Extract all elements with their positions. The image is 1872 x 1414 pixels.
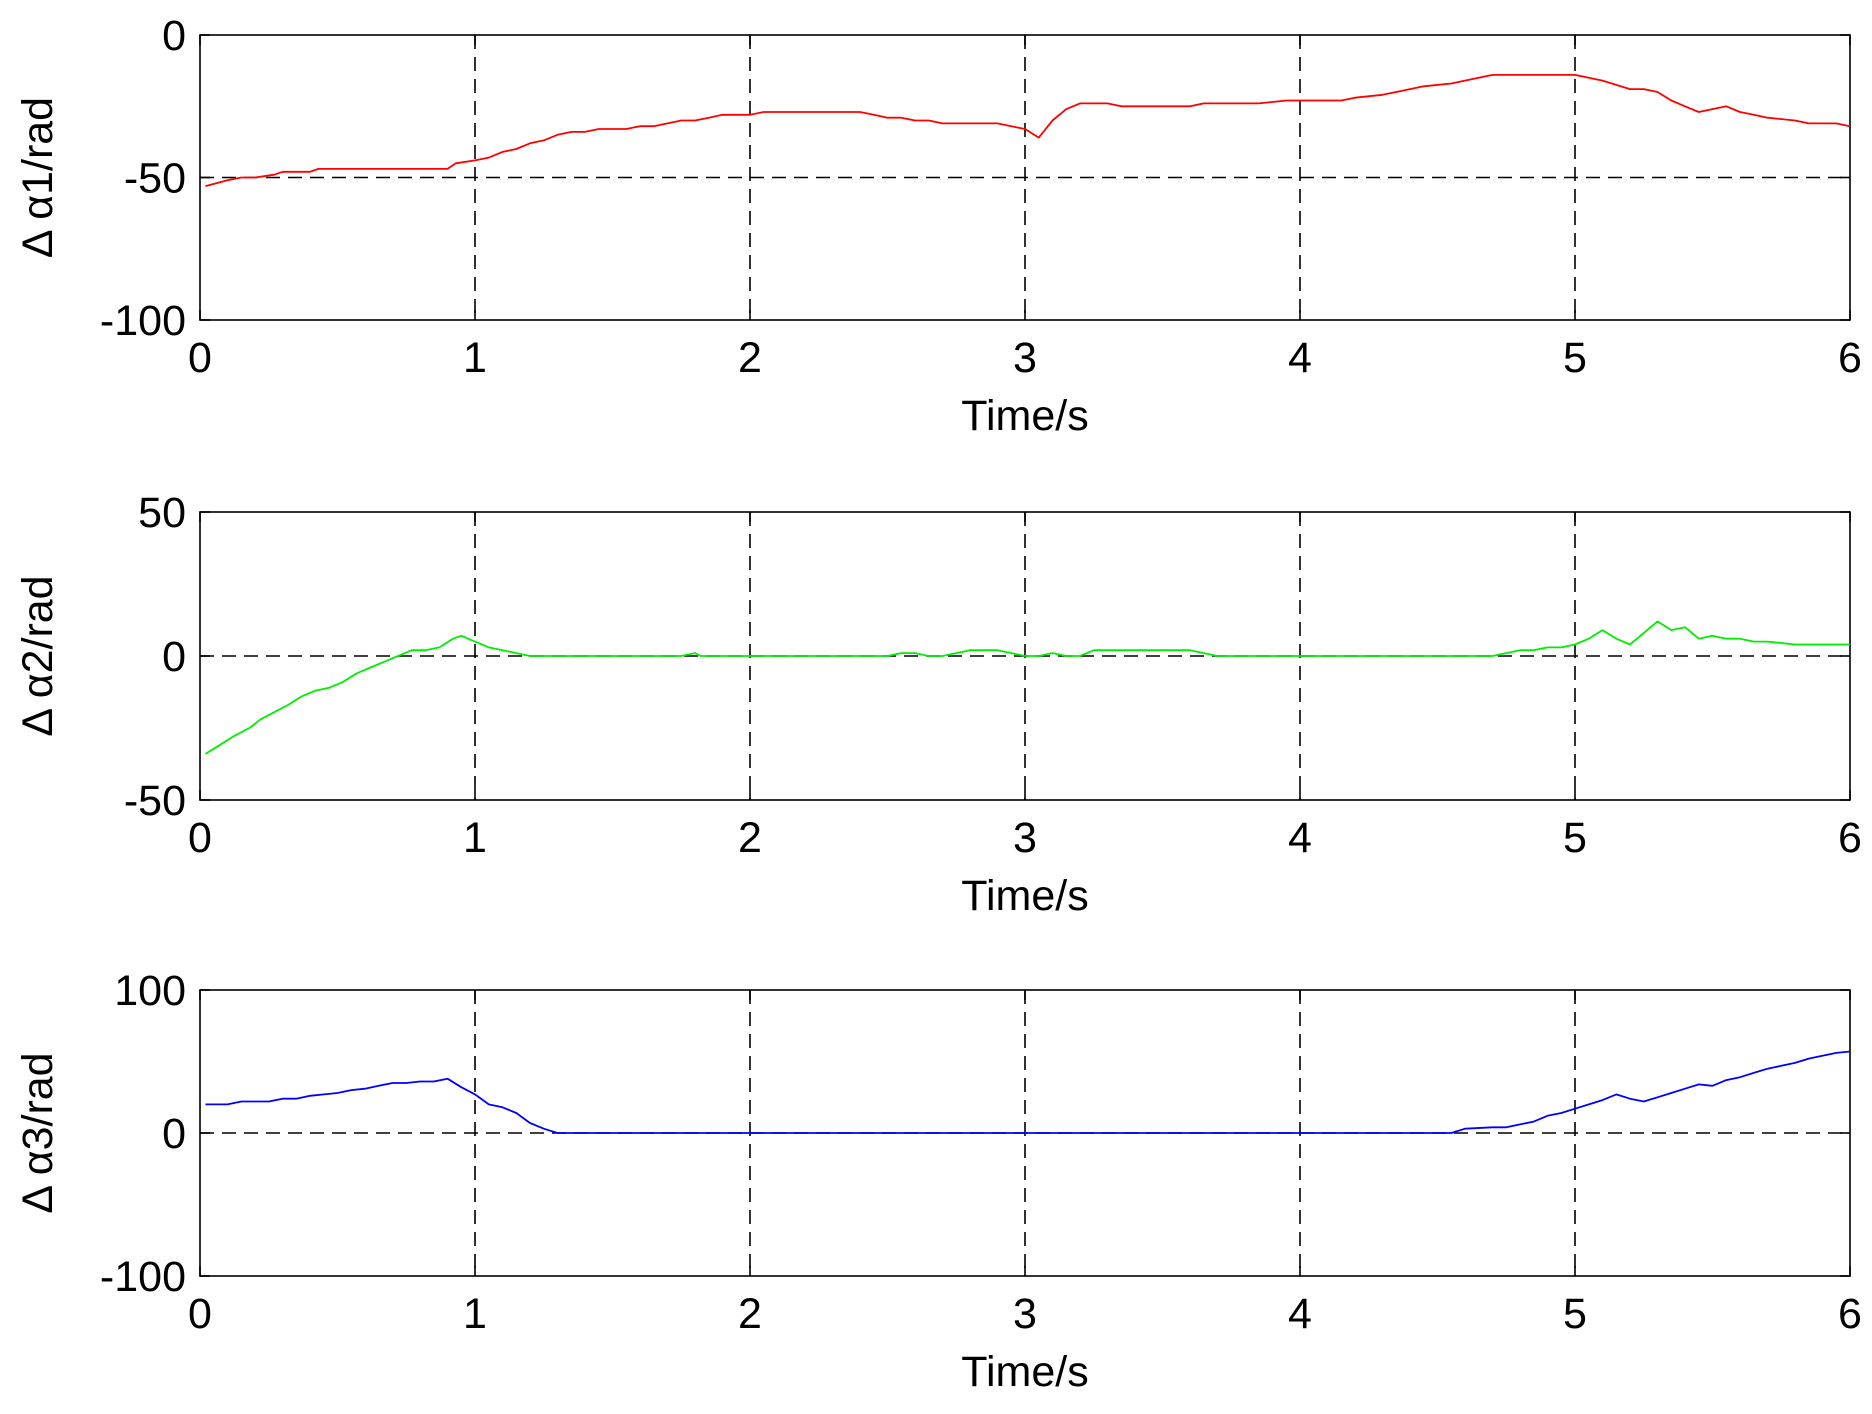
x-tick-label: 1 [463, 1290, 487, 1338]
y-axis-label: Δ α2/rad [14, 575, 62, 736]
y-tick-label: 0 [162, 633, 186, 681]
x-tick-label: 5 [1563, 334, 1587, 382]
series-line-3 [205, 1050, 1851, 1134]
y-tick-label: 0 [162, 1110, 186, 1158]
series-line-2 [205, 620, 1850, 755]
x-tick-label: 3 [1013, 814, 1037, 862]
x-tick-label: 6 [1838, 814, 1862, 862]
x-tick-label: 2 [738, 1290, 762, 1338]
series-line-1 [205, 74, 1851, 187]
x-tick-label: 2 [738, 814, 762, 862]
y-tick-label: -50 [124, 155, 186, 203]
x-tick-label: 1 [463, 814, 487, 862]
x-tick-label: 4 [1288, 814, 1312, 862]
y-tick-label: 0 [162, 12, 186, 60]
x-axis-label: Time/s [961, 392, 1088, 440]
x-tick-label: 5 [1563, 1290, 1587, 1338]
x-tick-label: 1 [463, 334, 487, 382]
y-tick-label: -100 [100, 1253, 186, 1301]
x-axis-label: Time/s [961, 872, 1088, 920]
y-tick-label: 50 [138, 489, 186, 537]
x-tick-label: 6 [1838, 1290, 1862, 1338]
x-tick-label: 0 [188, 1290, 212, 1338]
y-tick-label: 100 [114, 967, 186, 1015]
x-tick-label: 2 [738, 334, 762, 382]
x-tick-label: 3 [1013, 1290, 1037, 1338]
x-axis-label: Time/s [961, 1348, 1088, 1396]
x-tick-label: 0 [188, 334, 212, 382]
x-tick-label: 4 [1288, 1290, 1312, 1338]
y-axis-label: Δ α1/rad [14, 97, 62, 258]
x-tick-label: 5 [1563, 814, 1587, 862]
x-tick-label: 4 [1288, 334, 1312, 382]
x-tick-label: 0 [188, 814, 212, 862]
y-axis-label: Δ α3/rad [14, 1052, 62, 1213]
y-tick-label: -100 [100, 297, 186, 345]
y-tick-label: -50 [124, 777, 186, 825]
x-tick-label: 6 [1838, 334, 1862, 382]
subplot-1: 0 1 2 3 4 5 6 0 -50 -100 Time/s Δ α1/rad [14, 12, 1862, 440]
x-tick-label: 3 [1013, 334, 1037, 382]
